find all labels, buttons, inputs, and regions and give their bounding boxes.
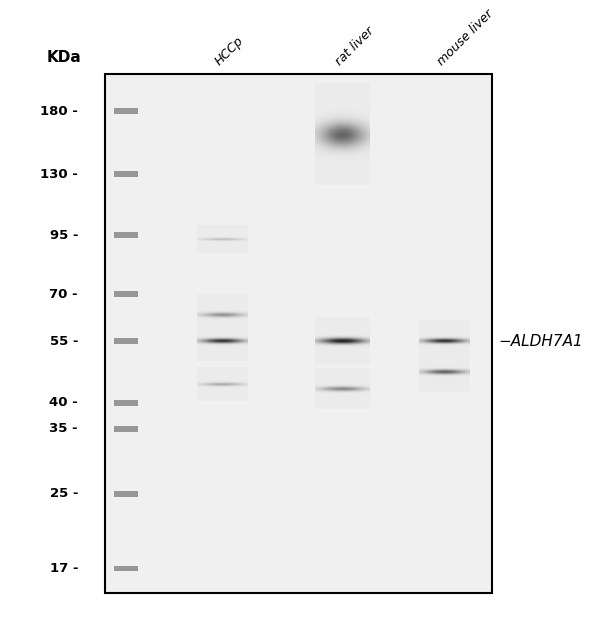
- Text: 130 -: 130 -: [40, 168, 78, 181]
- Bar: [114, 232, 138, 238]
- Bar: [114, 291, 138, 297]
- Bar: [114, 491, 138, 497]
- Text: 95 -: 95 -: [49, 229, 78, 242]
- Bar: [114, 171, 138, 177]
- Bar: [114, 426, 138, 432]
- Text: 180 -: 180 -: [40, 104, 78, 118]
- Bar: [413, 74, 476, 593]
- Text: 55 -: 55 -: [49, 334, 78, 347]
- Text: 25 -: 25 -: [49, 488, 78, 501]
- Bar: [114, 108, 138, 114]
- Bar: [191, 74, 254, 593]
- Text: KDa: KDa: [46, 50, 81, 65]
- Text: 35 -: 35 -: [49, 422, 78, 435]
- Text: rat liver: rat liver: [333, 24, 377, 68]
- Bar: [311, 74, 373, 593]
- Text: −ALDH7A1: −ALDH7A1: [498, 334, 583, 349]
- Text: HCCp: HCCp: [213, 34, 247, 68]
- Text: 70 -: 70 -: [49, 288, 78, 301]
- Text: mouse liver: mouse liver: [435, 7, 496, 68]
- Bar: [114, 566, 138, 571]
- FancyBboxPatch shape: [105, 74, 492, 593]
- Bar: [114, 400, 138, 406]
- Text: 40 -: 40 -: [49, 396, 78, 409]
- Text: 17 -: 17 -: [49, 562, 78, 575]
- Bar: [114, 338, 138, 344]
